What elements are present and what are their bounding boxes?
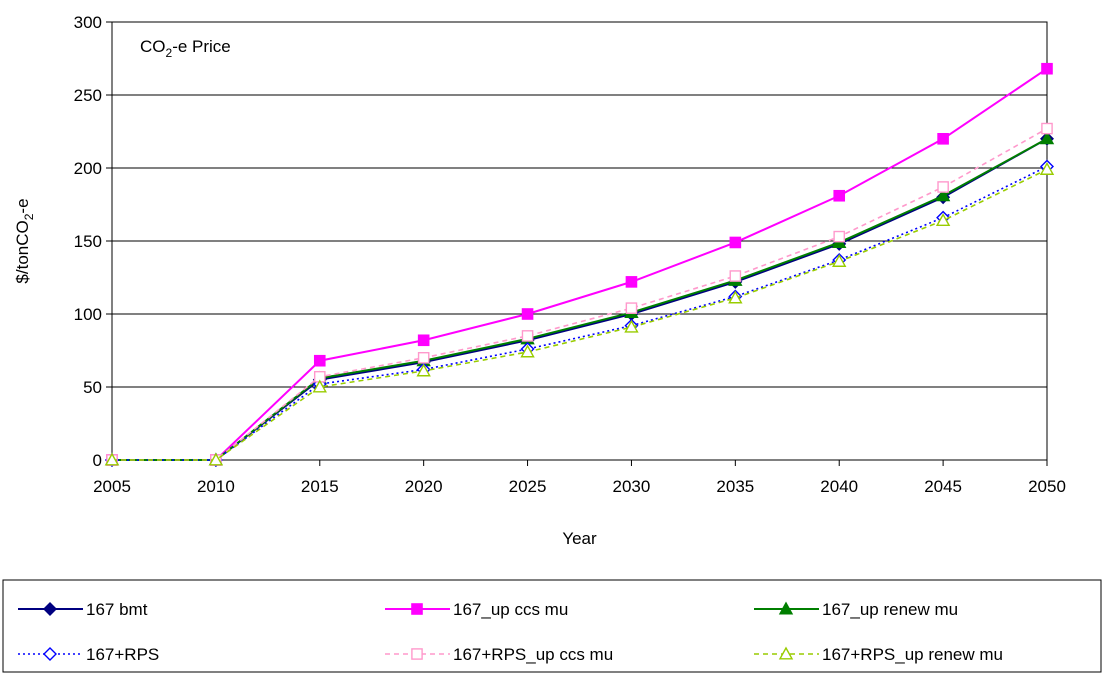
annotation-rest: -e Price	[172, 37, 231, 56]
marker-triangle	[935, 213, 951, 227]
x-tick-label: 2050	[1028, 477, 1066, 496]
marker-square	[729, 270, 742, 282]
marker-triangle	[832, 253, 847, 267]
legend-label: 167 bmt	[86, 600, 148, 619]
legend-entry-1: 167 bmt	[18, 600, 148, 619]
series-line	[112, 168, 1048, 461]
series-line	[112, 67, 1048, 461]
marker-triangle	[935, 188, 951, 202]
marker-square	[833, 230, 846, 243]
y-tick-label: 100	[74, 305, 102, 324]
marker-triangle	[778, 646, 794, 660]
legend-label: 167+RPS	[86, 645, 159, 664]
marker-triangle	[208, 452, 224, 466]
ylabel-base: $/tonCO	[13, 220, 32, 283]
marker-square	[521, 308, 534, 320]
ylabel-rest: -e	[13, 198, 32, 213]
marker-triangle	[520, 344, 535, 358]
marker-square	[625, 302, 638, 314]
legend-entry-2: 167_up ccs mu	[385, 600, 568, 619]
marker-triangle	[778, 601, 794, 615]
x-tick-label: 2010	[197, 477, 235, 496]
y-tick-label: 200	[74, 159, 102, 178]
marker-triangle	[624, 319, 639, 333]
marker-diamond	[43, 602, 57, 616]
marker-square	[729, 236, 742, 249]
marker-triangle	[416, 363, 431, 377]
marker-square	[937, 132, 949, 145]
legend-label: 167+RPS_up renew mu	[822, 645, 1003, 664]
y-tick-label: 50	[83, 378, 102, 397]
marker-square	[521, 330, 534, 342]
x-axis: 2005 2010 2015 2020 2025 2030 2035 2040 2045 2050	[93, 460, 1066, 496]
marker-square	[417, 334, 430, 347]
series-6	[104, 162, 1055, 466]
legend-entry-3: 167_up renew mu	[754, 600, 958, 619]
x-tick-label: 2015	[301, 477, 339, 496]
marker-triangle	[728, 290, 743, 304]
x-tick-label: 2030	[613, 477, 651, 496]
marker-triangle	[312, 379, 327, 393]
x-tick-label: 2040	[820, 477, 858, 496]
x-tick-label: 2035	[716, 477, 754, 496]
ylabel-subscript: 2	[22, 213, 36, 220]
annotation-base: CO	[140, 37, 166, 56]
marker-square	[1041, 62, 1053, 75]
x-tick-label: 2025	[509, 477, 547, 496]
marker-square	[1041, 122, 1053, 135]
annotation-subscript: 2	[166, 46, 173, 60]
legend	[2, 579, 1102, 673]
chart-annotation: CO2-e Price	[140, 37, 231, 60]
marker-square	[417, 352, 430, 364]
legend-label: 167+RPS_up ccs mu	[453, 645, 613, 664]
marker-square	[313, 354, 326, 367]
x-tick-label: 2005	[93, 477, 131, 496]
y-axis-label: $/tonCO2-e	[13, 198, 36, 283]
marker-square	[411, 648, 423, 660]
y-axis: 0 50 100 150 200 250 300	[74, 13, 112, 470]
y-tick-label: 300	[74, 13, 102, 32]
y-tick-label: 150	[74, 232, 102, 251]
marker-square	[625, 276, 638, 288]
series-line	[112, 165, 1048, 461]
marker-triangle	[1039, 162, 1055, 175]
marker-square	[411, 603, 423, 615]
series-line	[112, 137, 1048, 461]
marker-diamond	[43, 647, 57, 661]
legend-label: 167_up ccs mu	[453, 600, 568, 619]
x-axis-label: Year	[562, 529, 597, 548]
legend-entry-6: 167+RPS_up renew mu	[754, 645, 1003, 664]
marker-square	[937, 181, 949, 193]
legend-entry-5: 167+RPS_up ccs mu	[385, 645, 613, 664]
y-tick-label: 250	[74, 86, 102, 105]
y-tick-label: 0	[93, 451, 102, 470]
legend-label: 167_up renew mu	[822, 600, 958, 619]
marker-triangle	[1039, 131, 1055, 145]
marker-square	[833, 189, 846, 202]
marker-triangle	[104, 452, 120, 466]
legend-entry-4: 167+RPS	[18, 645, 159, 664]
series-group	[104, 62, 1055, 467]
legend-entries: 167 bmt 167_up ccs mu 167_up renew mu 167+R…	[18, 600, 1003, 664]
x-tick-label: 2020	[405, 477, 443, 496]
x-tick-label: 2045	[924, 477, 962, 496]
